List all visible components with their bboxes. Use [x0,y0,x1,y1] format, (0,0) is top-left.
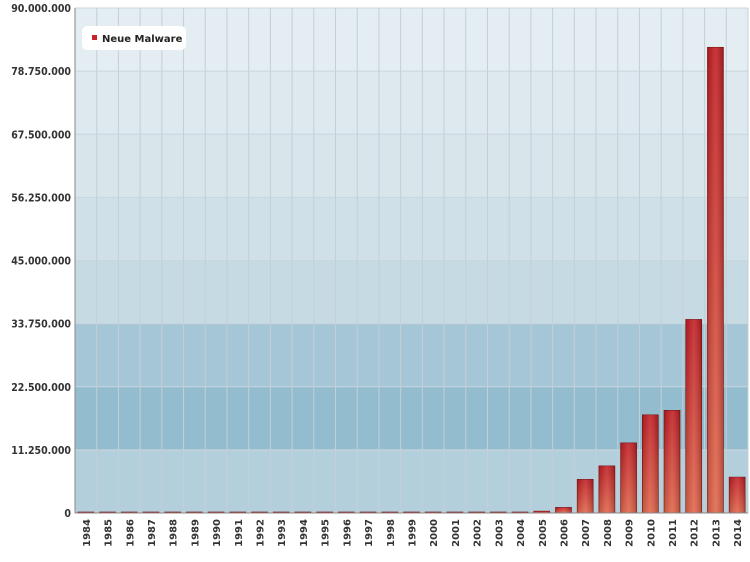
x-tick-label: 2000 [429,519,440,547]
bar-shade [555,507,572,513]
bar-shade [664,410,681,513]
x-tick-label: 1986 [125,519,136,547]
y-tick-label: 33.750.000 [11,319,71,331]
plot-band [75,386,748,450]
y-tick-label: 45.000.000 [11,256,71,268]
bar-shade [707,47,724,514]
plot-band [75,8,748,72]
x-tick-label: 1984 [82,519,93,547]
x-tick-label: 1997 [364,519,375,547]
x-tick-label: 2013 [711,519,722,547]
x-tick-label: 2011 [668,519,679,547]
x-tick-label: 1995 [321,519,332,547]
x-tick-label: 1991 [234,519,245,547]
x-tick-label: 1993 [277,519,288,547]
x-tick-label: 2002 [473,519,484,547]
x-tick-label: 1988 [169,519,180,547]
bar-shade [620,442,637,513]
plot-band [75,71,748,135]
x-tick-label: 2006 [559,519,570,547]
y-axis: 0 11.250.000 22.500.000 33.750.000 45.000.00… [11,3,76,520]
x-tick-label: 1994 [299,519,310,547]
y-tick-label: 0 [64,508,71,520]
x-tick-label: 1989 [190,519,201,547]
x-tick-label: 2012 [690,519,701,547]
x-tick-label: 1992 [256,519,267,547]
y-tick-label: 90.000.000 [11,3,71,15]
y-tick-label: 22.500.000 [11,382,71,394]
x-tick-label: 1999 [408,519,419,547]
x-tick-label: 1987 [147,519,158,547]
x-tick-label: 2005 [538,519,549,547]
plot-band [75,323,748,387]
plot-band [75,260,748,324]
x-tick-label: 2009 [625,519,636,547]
bar-shade [729,477,746,513]
x-tick-label: 2003 [494,519,505,547]
y-tick-label: 78.750.000 [11,66,71,78]
plot-band [75,197,748,261]
x-tick-label: 2014 [733,519,744,547]
x-tick-label: 2004 [516,519,527,547]
bar-shade [642,414,659,513]
x-tick-label: 1985 [104,519,115,547]
x-tick-label: 2010 [646,519,657,547]
legend-swatch [92,35,97,40]
x-tick-label: 2001 [451,519,462,547]
chart-bars [77,46,746,514]
x-axis: 1984 1985 1986 1987 1988 1989 1990 1991 1992 1993… [75,512,748,547]
x-tick-label: 1990 [212,519,223,547]
bar-shade [577,479,594,513]
y-tick-label: 11.250.000 [11,445,71,457]
y-tick-label: 56.250.000 [11,192,71,204]
x-tick-label: 1996 [342,519,353,547]
x-tick-label: 2008 [603,519,614,547]
legend-box [82,26,186,50]
x-tick-label: 2007 [581,519,592,547]
plot-band [75,134,748,198]
bar-shade [598,465,615,513]
y-tick-label: 67.500.000 [11,129,71,141]
legend-label: Neue Malware [102,34,183,45]
x-tick-label: 1998 [386,519,397,547]
chart-legend: Neue Malware [82,26,186,50]
bar-shade [685,319,702,513]
